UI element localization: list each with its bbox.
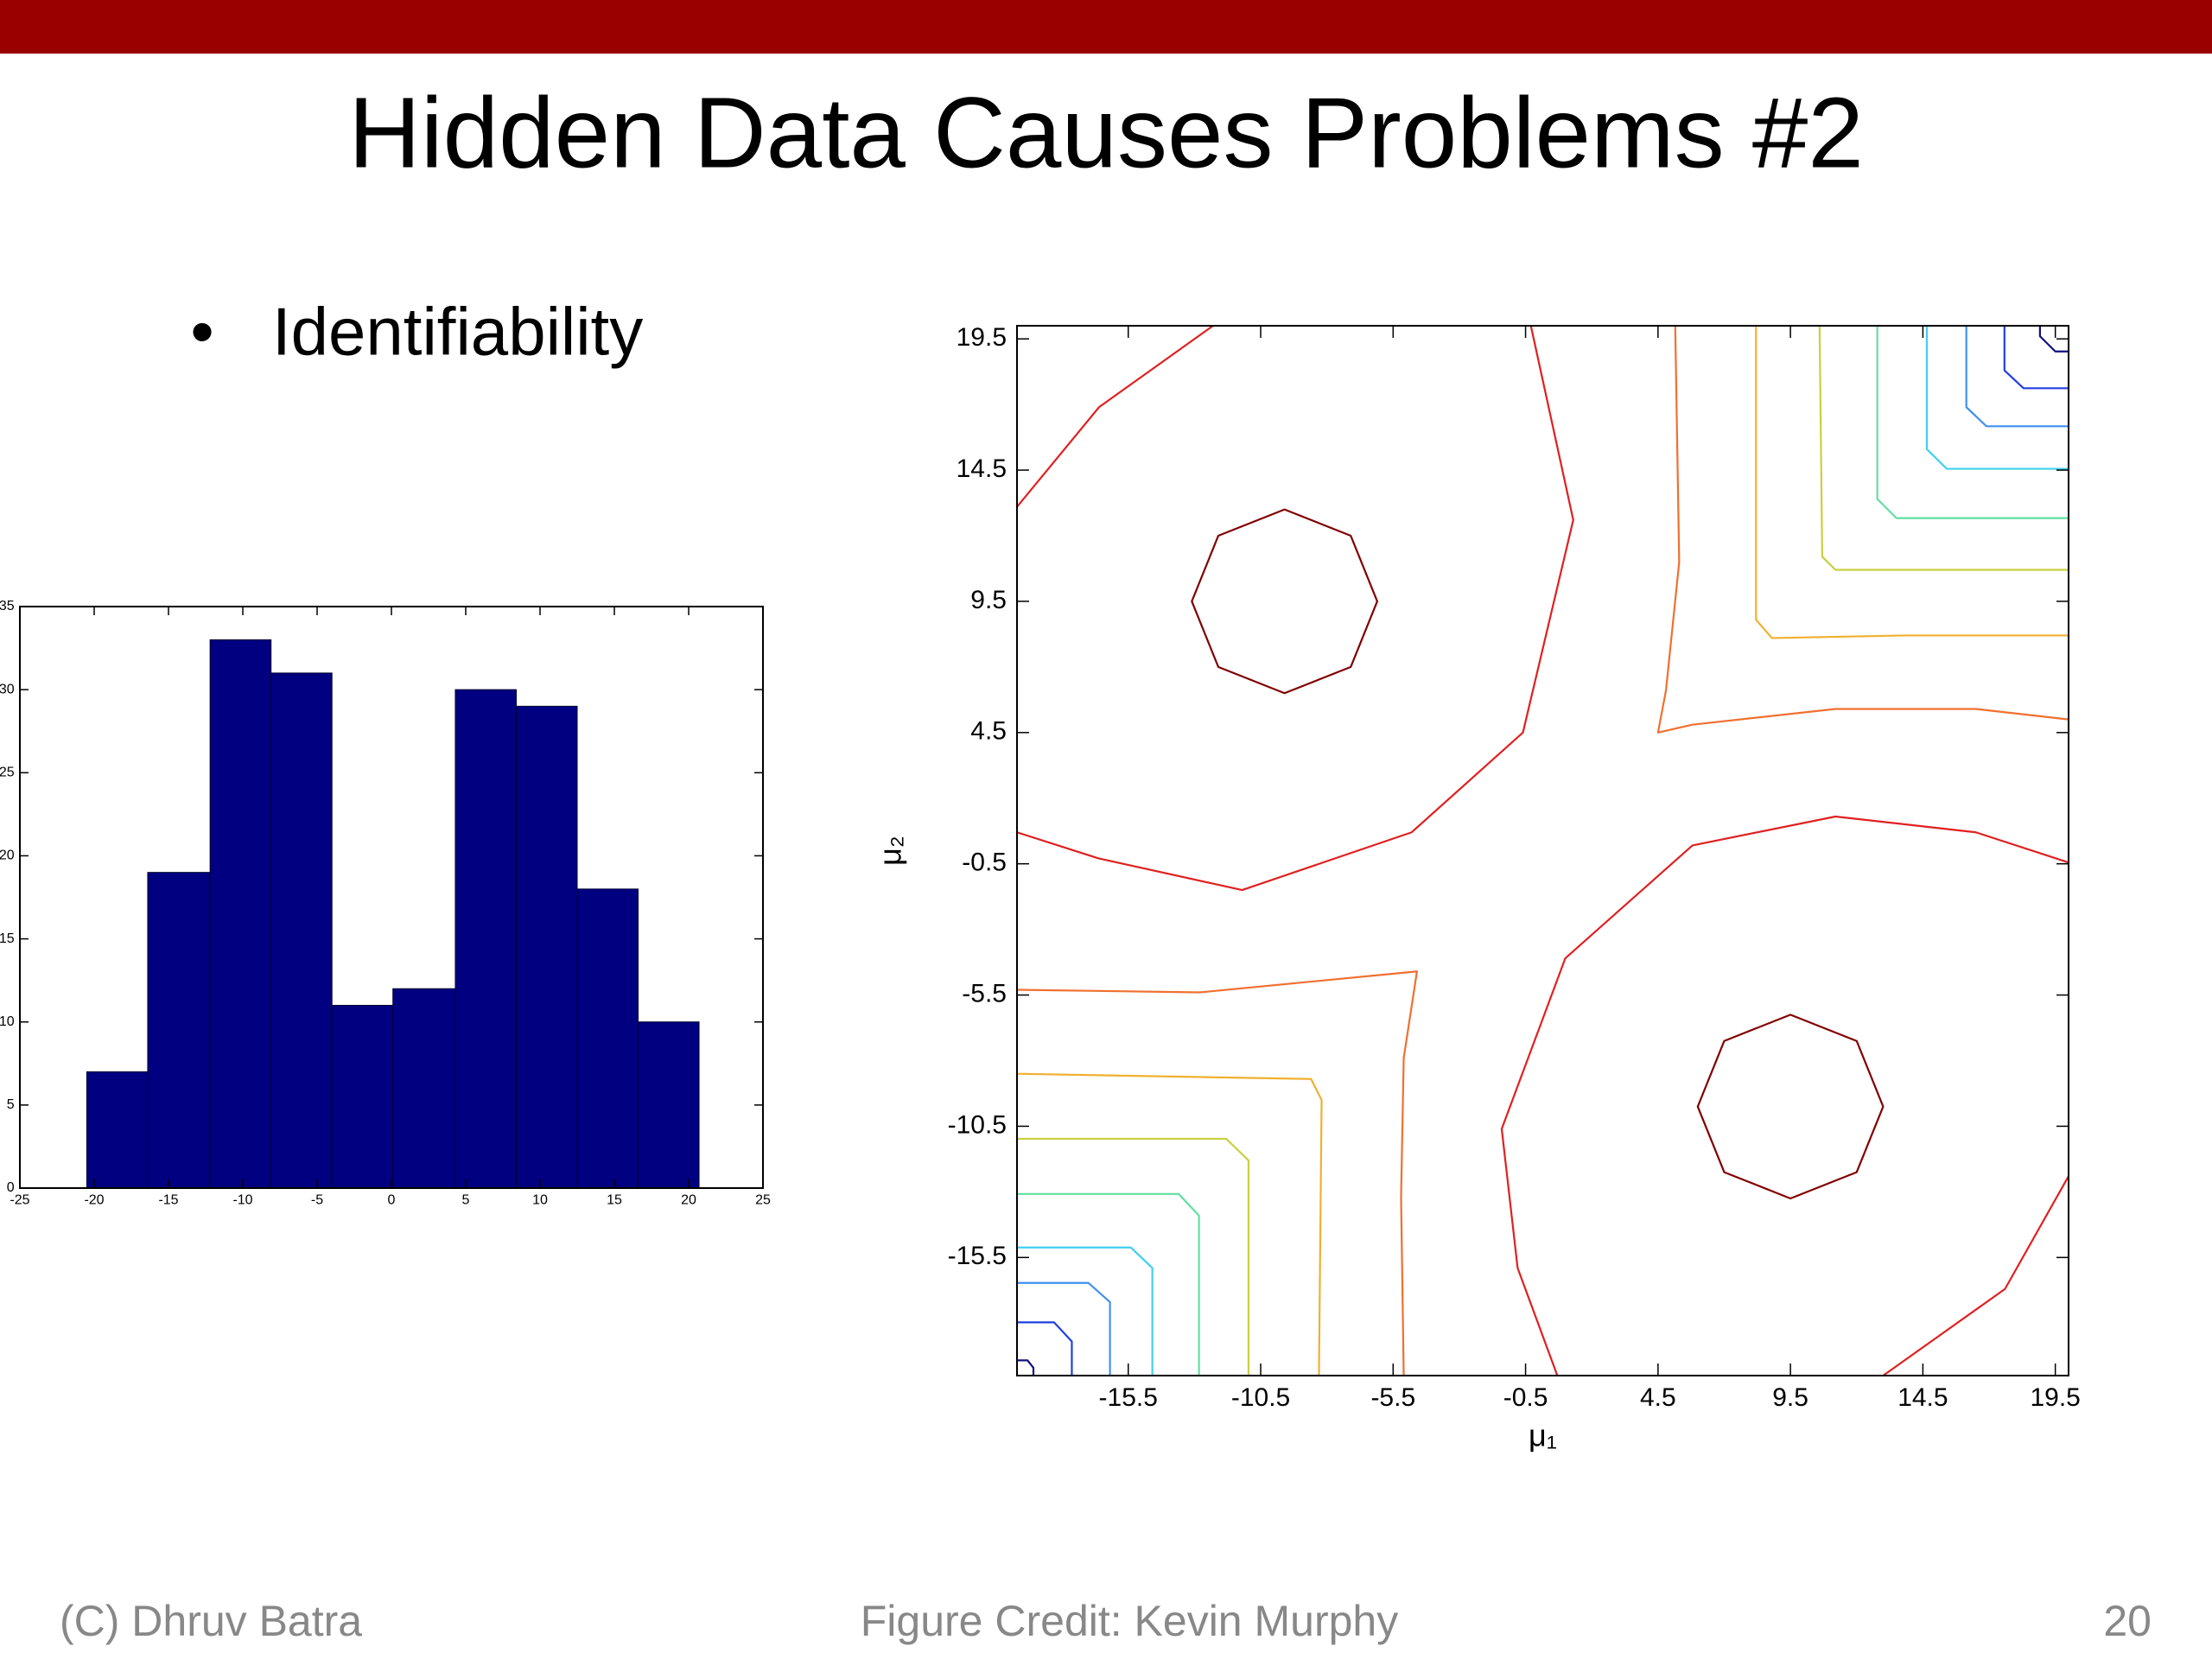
bar [86,1071,149,1189]
y-tick-label: 20 [0,849,15,863]
bar [270,672,333,1189]
y-tick-label: 15 [0,931,15,946]
x-tick-label: 15 [607,1193,622,1208]
contour-line [1017,326,2069,1376]
x-tick-label: 5 [462,1193,470,1208]
contour-line [1016,326,2069,1376]
y-tick-label: 25 [0,766,15,780]
contour-line [1017,325,2069,1376]
y-tick-label: 10 [0,1014,15,1029]
footer-center: Figure Credit: Kevin Murphy [861,1597,1398,1645]
footer-right: 20 [2103,1597,2152,1645]
y-tick-label: -0.5 [962,849,1007,877]
bar [454,689,517,1189]
x-tick-label: -20 [84,1193,104,1208]
x-tick-label: -5.5 [1370,1383,1415,1412]
bar [147,872,211,1189]
x-tick-label: 14.5 [1897,1383,1948,1412]
x-tick-label: 20 [681,1193,696,1208]
x-axis-label: μ₁ [1529,1418,1557,1453]
bar [515,705,578,1189]
contour-line [1016,325,2069,1376]
bar [576,888,639,1189]
y-tick-label: 4.5 [970,717,1007,746]
y-tick-label: 0 [7,1180,15,1195]
bullet-text: Identifiability [272,294,643,370]
y-tick-label: 35 [0,599,15,613]
bar [638,1021,700,1189]
x-tick-label: 25 [755,1193,771,1208]
bullet-dot: • [190,294,213,370]
contour-line [1017,326,2069,1376]
x-tick-label: 4.5 [1640,1383,1676,1412]
x-tick-label: 10 [532,1193,548,1208]
bar [392,988,456,1189]
x-tick-label: -15.5 [1099,1383,1158,1412]
plot-frame [1016,325,2069,1376]
x-tick-label: -25 [10,1193,29,1208]
contour-line [1191,508,1885,1200]
x-tick-label: -15 [158,1193,178,1208]
contour-line [1017,326,2069,1376]
x-tick-label: 9.5 [1772,1383,1808,1412]
slide-title: Hidden Data Causes Problems #2 [348,77,1864,189]
y-tick-label: -5.5 [962,979,1007,1007]
x-tick-label: -0.5 [1503,1383,1548,1412]
top-bar [0,0,2212,54]
x-tick-label: 19.5 [2030,1383,2080,1412]
contour-line [1016,325,2069,1376]
y-tick-label: 9.5 [970,586,1007,614]
x-tick-label: -10 [232,1193,252,1208]
x-tick-label: -10.5 [1231,1383,1290,1412]
x-tick-label: -5 [311,1193,323,1208]
contour-line [1017,326,2069,1376]
y-tick-label: 19.5 [957,323,1007,352]
y-tick-label: 30 [0,682,15,696]
bar [209,639,272,1189]
y-tick-label: -10.5 [948,1110,1007,1139]
y-axis-label: μ₂ [873,836,908,866]
bar [331,1004,394,1189]
y-tick-label: 5 [7,1097,15,1112]
y-tick-label: 14.5 [957,454,1007,483]
contour-line [1017,326,2069,1376]
y-tick-label: -15.5 [948,1242,1007,1270]
footer-left: (C) Dhruv Batra [60,1597,362,1645]
x-tick-label: 0 [388,1193,396,1208]
